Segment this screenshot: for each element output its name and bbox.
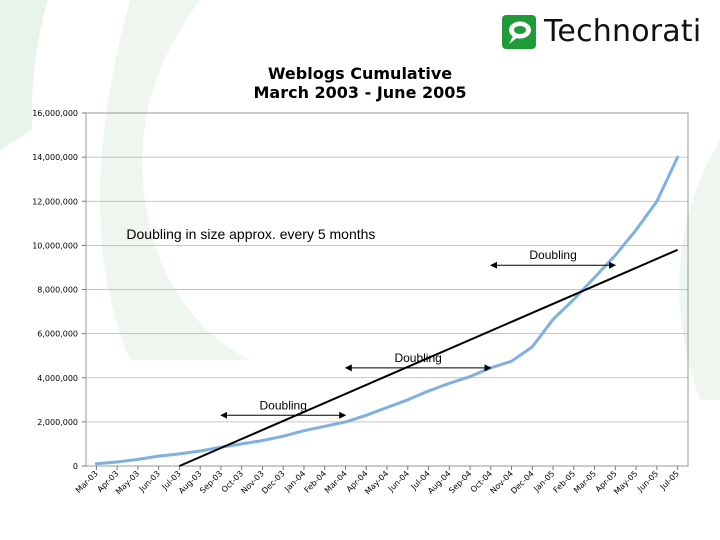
x-axis-ticks: Mar-03Apr-03May-03Jun-03Jul-03Aug-03Sep-…: [74, 466, 681, 496]
doubling-label: Doubling: [260, 398, 307, 412]
data-point: [676, 156, 679, 158]
technorati-logo: Technorati: [502, 14, 701, 49]
data-point: [427, 390, 430, 392]
x-tick-label: Sep-03: [198, 469, 224, 495]
data-point: [344, 421, 347, 423]
data-point: [303, 429, 305, 432]
chart-title: Weblogs Cumulative March 2003 - June 200…: [240, 64, 480, 102]
x-tick-label: Mar-03: [74, 469, 100, 495]
data-point: [552, 318, 554, 321]
data-point: [178, 453, 181, 455]
y-tick-label: 4,000,000: [37, 374, 78, 383]
data-point: [531, 346, 534, 348]
data-point: [386, 406, 388, 409]
data-point: [323, 425, 326, 428]
y-tick-label: 6,000,000: [37, 330, 78, 339]
y-tick-label: 10,000,000: [32, 241, 78, 250]
x-tick-label: Jun-04: [386, 469, 411, 494]
data-point: [95, 462, 98, 465]
data-point: [365, 414, 368, 417]
series-layer: [94, 155, 680, 467]
data-point: [116, 461, 118, 463]
data-point: [261, 439, 264, 442]
data-point: [656, 200, 658, 203]
doubling-note: Doubling in size approx. every 5 months: [126, 226, 375, 242]
y-tick-label: 8,000,000: [37, 286, 78, 295]
data-point: [137, 458, 139, 461]
x-tick-label: Dec-03: [260, 469, 287, 496]
data-point: [240, 443, 243, 445]
y-tick-label: 14,000,000: [32, 153, 78, 162]
chart-title-line-1: Weblogs Cumulative: [267, 64, 453, 83]
data-point: [510, 360, 513, 363]
data-point: [406, 399, 409, 401]
x-tick-label: Jun-05: [635, 469, 660, 494]
annotations: Doubling in size approx. every 5 months D…: [126, 226, 617, 419]
speech-bubble-logo-icon: [502, 14, 536, 49]
x-tick-label: Mar-04: [323, 469, 349, 495]
data-point: [593, 276, 596, 279]
series-line-weblogs: [94, 155, 680, 466]
data-point: [448, 382, 451, 385]
data-point: [199, 450, 201, 452]
data-point: [614, 254, 617, 257]
y-tick-label: 0: [73, 462, 78, 471]
data-point: [573, 298, 575, 301]
data-point: [157, 455, 160, 457]
data-point: [635, 229, 637, 231]
x-tick-label: Sep-04: [447, 469, 473, 495]
x-tick-label: Jun-03: [137, 469, 162, 494]
x-tick-label: Mar-05: [572, 469, 598, 495]
x-tick-label: Jul-05: [658, 469, 681, 492]
x-tick-label: Dec-04: [509, 469, 536, 496]
data-point: [282, 435, 285, 438]
data-point: [469, 375, 471, 378]
trend-line: [179, 248, 679, 467]
y-tick-label: 2,000,000: [37, 418, 78, 427]
chart-title-line-2: March 2003 - June 2005: [253, 83, 467, 102]
doubling-label: Doubling: [394, 351, 441, 365]
doubling-label: Doubling: [529, 248, 576, 262]
y-axis-ticks: 0 2,000,000 4,000,000 6,000,000 8,000,000 10,…: [32, 109, 86, 471]
brand-name: Technorati: [544, 14, 702, 49]
y-tick-label: 12,000,000: [32, 197, 78, 206]
y-tick-label: 16,000,000: [32, 109, 78, 118]
